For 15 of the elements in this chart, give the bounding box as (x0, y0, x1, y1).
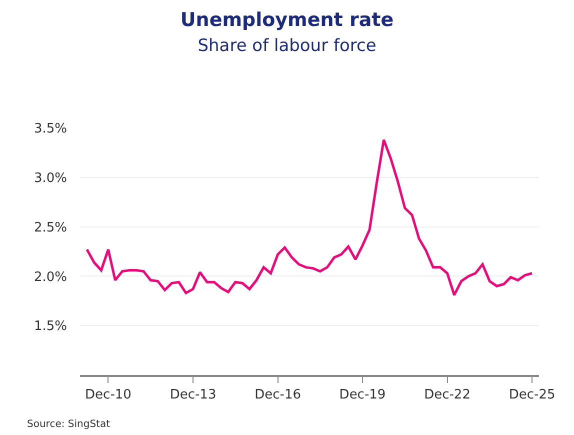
x-tick-label: Dec-25 (508, 387, 556, 402)
y-tick-label: 1.5% (34, 319, 67, 334)
y-tick-label: 2.5% (34, 220, 67, 236)
source-note: Source: SingStat (27, 419, 110, 430)
chart-subtitle: Share of labour force (198, 36, 376, 56)
y-tick-label: 2.0% (34, 270, 67, 285)
chart-title: Unemployment rate (180, 9, 394, 32)
x-tick-label: Dec-16 (254, 387, 301, 402)
line-series (86, 138, 534, 296)
x-tick-label: Dec-19 (339, 387, 386, 402)
x-tick-label: Dec-10 (85, 387, 132, 402)
x-tick-label: Dec-22 (424, 387, 470, 402)
y-tick-label: 3.5% (34, 122, 67, 137)
y-tick-label: 3.0% (34, 170, 67, 186)
x-tick-label: Dec-13 (170, 387, 216, 402)
